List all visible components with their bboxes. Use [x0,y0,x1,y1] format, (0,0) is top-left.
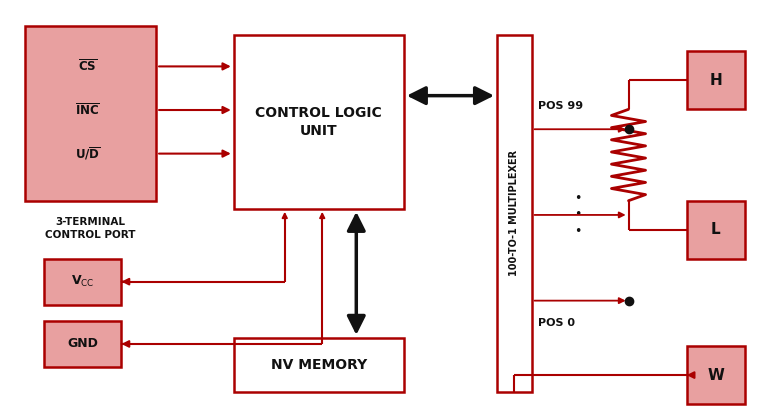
Text: GND: GND [68,337,98,350]
Text: 3-TERMINAL
CONTROL PORT: 3-TERMINAL CONTROL PORT [45,217,136,240]
Text: POS 99: POS 99 [538,102,583,112]
Bar [234,35,404,209]
Text: L: L [711,222,720,237]
Bar [25,26,156,201]
Text: •: • [574,209,582,222]
Bar [497,35,531,392]
Bar [687,201,744,259]
Text: POS 0: POS 0 [538,319,575,329]
Text: H: H [709,73,722,88]
Text: $\mathbf{\overline{INC}}$: $\mathbf{\overline{INC}}$ [75,102,100,118]
Text: $\mathbf{U/\overline{D}}$: $\mathbf{U/\overline{D}}$ [75,145,100,162]
Text: W: W [707,367,724,382]
Bar [687,51,744,110]
Text: NV MEMORY: NV MEMORY [270,358,367,372]
Text: $\mathbf{\overline{CS}}$: $\mathbf{\overline{CS}}$ [78,59,97,74]
Bar [234,338,404,392]
Bar [44,321,121,367]
Text: 100-TO-1 MULTIPLEXER: 100-TO-1 MULTIPLEXER [509,150,519,276]
Text: •: • [574,192,582,205]
Bar [687,346,744,404]
Text: •: • [574,225,582,238]
Bar [44,259,121,304]
Text: CONTROL LOGIC
UNIT: CONTROL LOGIC UNIT [256,106,382,138]
Text: V$_{\rm CC}$: V$_{\rm CC}$ [71,274,95,289]
